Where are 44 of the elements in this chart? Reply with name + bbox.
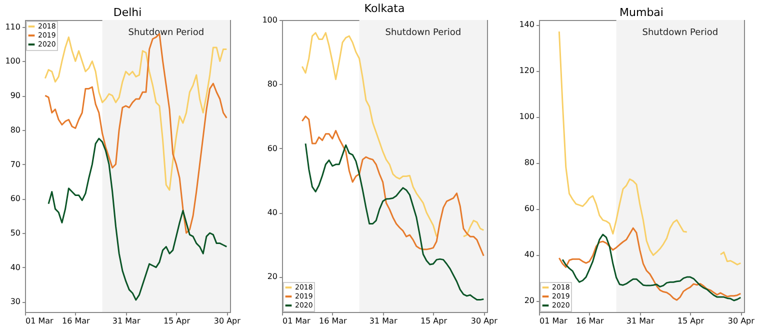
chart-title: Kolkata — [364, 2, 405, 15]
x-tick-label: 16 Mar — [576, 316, 605, 326]
y-tick-label: 60 — [524, 204, 534, 214]
band-label: Shutdown Period — [385, 28, 462, 38]
x-tick-label: 30 Apr — [728, 316, 756, 326]
y-tick-label: 60 — [10, 194, 20, 204]
x-tick-label: 01 Mar — [540, 316, 568, 326]
y-tick-label: 100 — [5, 56, 20, 66]
chart-title: Delhi — [113, 6, 142, 19]
x-tick-label: 30 Apr — [470, 316, 498, 326]
line-series — [48, 138, 228, 301]
y-tick-label: 20 — [524, 296, 534, 306]
line-series — [301, 116, 484, 257]
y-tick-label: 120 — [519, 66, 534, 76]
band-label: Shutdown Period — [128, 28, 204, 38]
chart-title: Mumbai — [620, 6, 664, 19]
y-tick-label: 50 — [10, 228, 20, 238]
y-tick-label: 80 — [524, 158, 534, 168]
y-tick-label: 110 — [5, 22, 20, 32]
y-tick-label: 70 — [10, 160, 20, 169]
x-tick-label: 31 Mar — [626, 316, 655, 326]
x-tick-label: 31 Mar — [369, 316, 398, 326]
x-tick-label: 31 Mar — [112, 316, 141, 326]
y-tick-label: 40 — [267, 208, 278, 218]
y-tick-label: 40 — [524, 250, 534, 260]
x-tick-label: 30 Apr — [214, 316, 242, 326]
y-tick-label: 40 — [10, 262, 20, 272]
band-label: Shutdown Period — [642, 28, 718, 38]
y-tick-label: 80 — [10, 125, 20, 134]
x-tick-label: 01 Mar — [26, 316, 54, 326]
y-tick-label: 100 — [262, 16, 278, 24]
y-tick-label: 60 — [267, 144, 278, 153]
x-tick-label: 16 Mar — [62, 316, 91, 326]
x-tick-label: 15 Apr — [163, 316, 191, 326]
x-tick-label: 01 Mar — [282, 316, 312, 326]
y-tick-label: 30 — [10, 297, 20, 306]
y-tick-label: 20 — [267, 272, 278, 282]
y-tick-label: 80 — [267, 80, 278, 89]
x-tick-label: 15 Apr — [420, 316, 448, 326]
x-tick-label: 16 Mar — [318, 316, 348, 326]
y-tick-label: 90 — [10, 91, 20, 100]
x-tick-label: 15 Apr — [677, 316, 705, 326]
y-tick-label: 100 — [519, 112, 534, 122]
y-tick-label: 140 — [519, 20, 534, 30]
